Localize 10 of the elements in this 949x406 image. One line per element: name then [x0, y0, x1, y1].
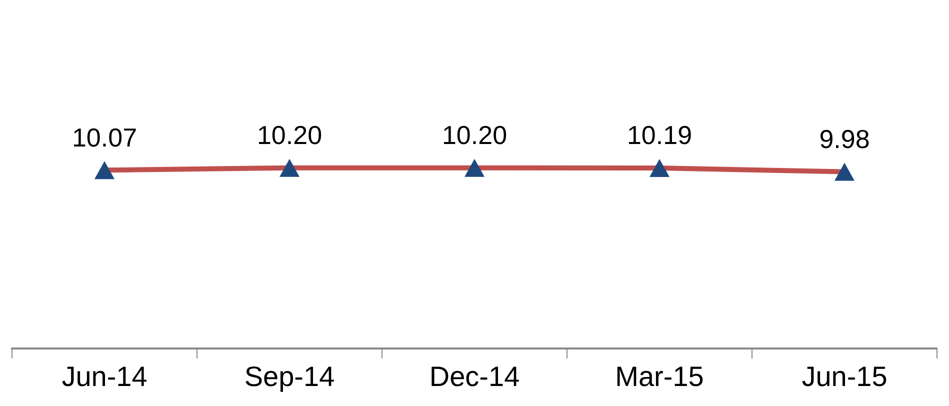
data-label: 10.20	[442, 120, 508, 150]
data-label: 9.98	[819, 124, 870, 154]
x-tick-label: Mar-15	[615, 360, 704, 392]
data-label: 10.07	[72, 122, 138, 152]
data-label: 10.20	[256, 120, 322, 150]
x-tick-label: Sep-14	[244, 360, 335, 392]
x-tick-label: Jun-15	[802, 360, 888, 392]
data-label: 10.19	[626, 120, 692, 150]
x-tick-label: Jun-14	[62, 360, 148, 392]
x-tick-label: Dec-14	[429, 360, 520, 392]
